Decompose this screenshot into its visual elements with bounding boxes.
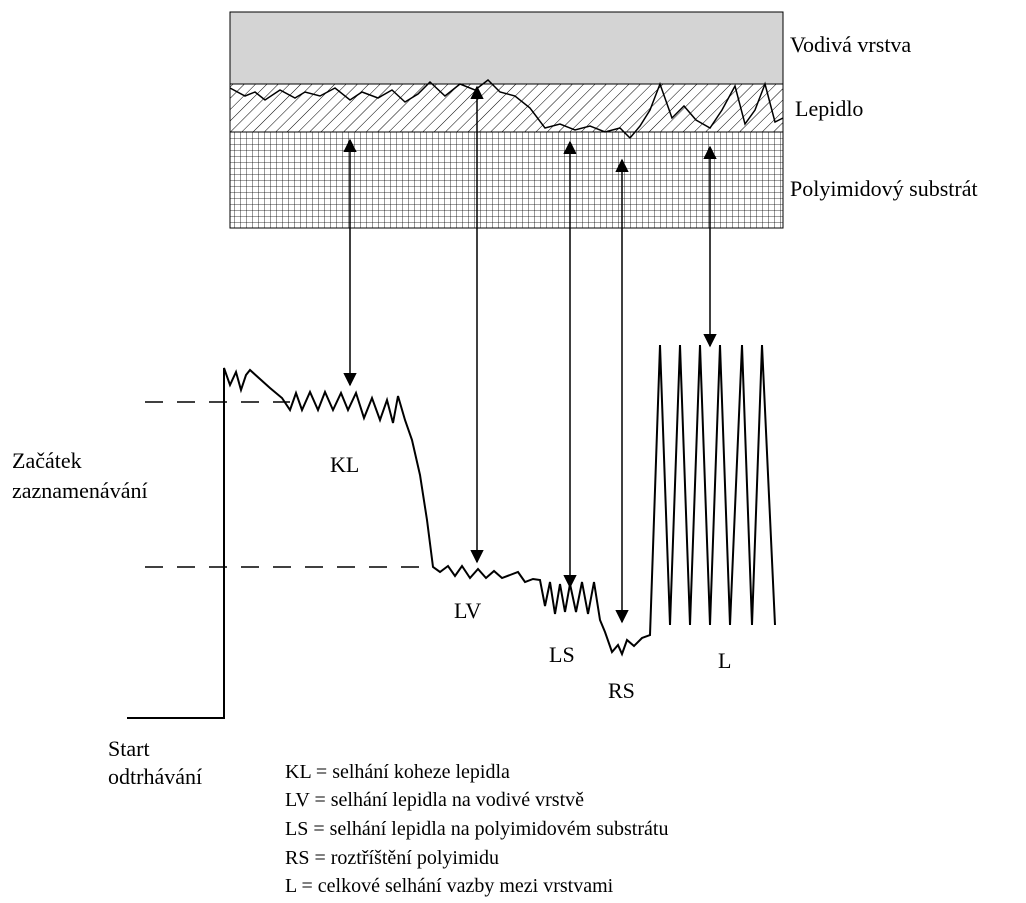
region-label: LS (549, 642, 575, 667)
conductive-layer (229, 11, 784, 85)
region-label: L (718, 648, 731, 673)
annotation: odtrhávání (108, 764, 202, 789)
peel-trace (127, 344, 776, 719)
legend-entry: KL = selhání koheze lepidla (285, 761, 510, 783)
annotation: Začátek (12, 448, 82, 473)
arrows (343, 85, 717, 624)
layer-label: Vodivá vrstva (790, 32, 911, 57)
region-label: RS (608, 678, 635, 703)
legend-entry: L = celkové selhání vazby mezi vrstvami (285, 875, 614, 897)
polyimide-layer (229, 131, 784, 229)
layer-label: Polyimidový substrát (790, 176, 978, 201)
legend-entry: LV = selhání lepidla na vodivé vrstvě (285, 789, 584, 811)
legend-entry: LS = selhání lepidla na polyimidovém sub… (285, 818, 668, 840)
fracture-line (229, 79, 784, 140)
legend-entry: RS = roztříštění polyimidu (285, 847, 499, 869)
layer-label: Lepidlo (795, 96, 863, 121)
annotation: Start (108, 736, 150, 761)
annotation: zaznamenávání (12, 478, 148, 503)
region-label: KL (330, 452, 359, 477)
adhesive-layer (229, 83, 784, 133)
region-label: LV (454, 598, 481, 623)
